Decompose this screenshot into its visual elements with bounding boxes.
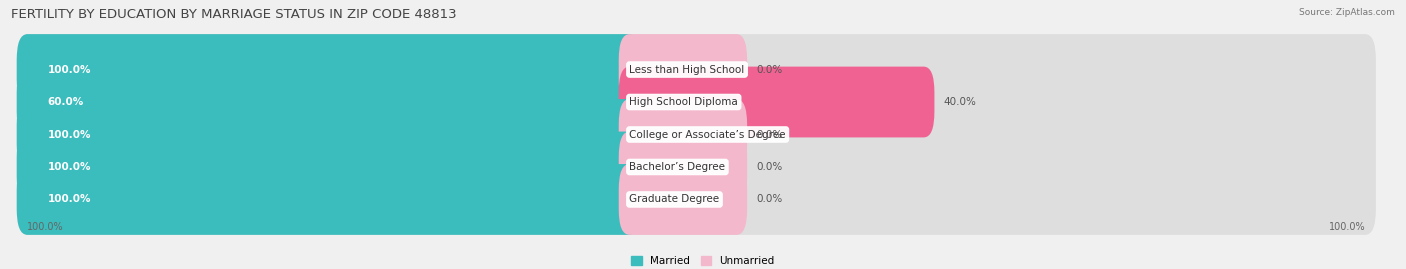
FancyBboxPatch shape <box>619 132 747 202</box>
Text: 0.0%: 0.0% <box>756 194 783 204</box>
Text: College or Associate’s Degree: College or Associate’s Degree <box>630 129 786 140</box>
Legend: Married, Unmarried: Married, Unmarried <box>627 252 779 269</box>
FancyBboxPatch shape <box>17 67 399 137</box>
Text: 100.0%: 100.0% <box>1329 222 1365 232</box>
FancyBboxPatch shape <box>619 164 747 235</box>
FancyBboxPatch shape <box>17 164 1376 235</box>
Text: High School Diploma: High School Diploma <box>630 97 738 107</box>
Text: 100.0%: 100.0% <box>48 129 91 140</box>
Text: FERTILITY BY EDUCATION BY MARRIAGE STATUS IN ZIP CODE 48813: FERTILITY BY EDUCATION BY MARRIAGE STATU… <box>11 8 457 21</box>
FancyBboxPatch shape <box>619 67 935 137</box>
FancyBboxPatch shape <box>17 99 1376 170</box>
FancyBboxPatch shape <box>17 99 640 170</box>
FancyBboxPatch shape <box>17 132 1376 202</box>
Text: Source: ZipAtlas.com: Source: ZipAtlas.com <box>1299 8 1395 17</box>
FancyBboxPatch shape <box>17 34 640 105</box>
FancyBboxPatch shape <box>17 164 640 235</box>
FancyBboxPatch shape <box>17 132 640 202</box>
Text: 0.0%: 0.0% <box>756 162 783 172</box>
Text: Less than High School: Less than High School <box>630 65 745 75</box>
Text: 100.0%: 100.0% <box>28 222 65 232</box>
Text: 40.0%: 40.0% <box>943 97 977 107</box>
Text: 0.0%: 0.0% <box>756 65 783 75</box>
Text: 0.0%: 0.0% <box>756 129 783 140</box>
Text: 100.0%: 100.0% <box>48 194 91 204</box>
Text: 100.0%: 100.0% <box>48 162 91 172</box>
Text: Bachelor’s Degree: Bachelor’s Degree <box>630 162 725 172</box>
FancyBboxPatch shape <box>619 99 747 170</box>
FancyBboxPatch shape <box>17 34 1376 105</box>
Text: 100.0%: 100.0% <box>48 65 91 75</box>
FancyBboxPatch shape <box>17 67 1376 137</box>
Text: 60.0%: 60.0% <box>48 97 84 107</box>
FancyBboxPatch shape <box>619 34 747 105</box>
Text: Graduate Degree: Graduate Degree <box>630 194 720 204</box>
